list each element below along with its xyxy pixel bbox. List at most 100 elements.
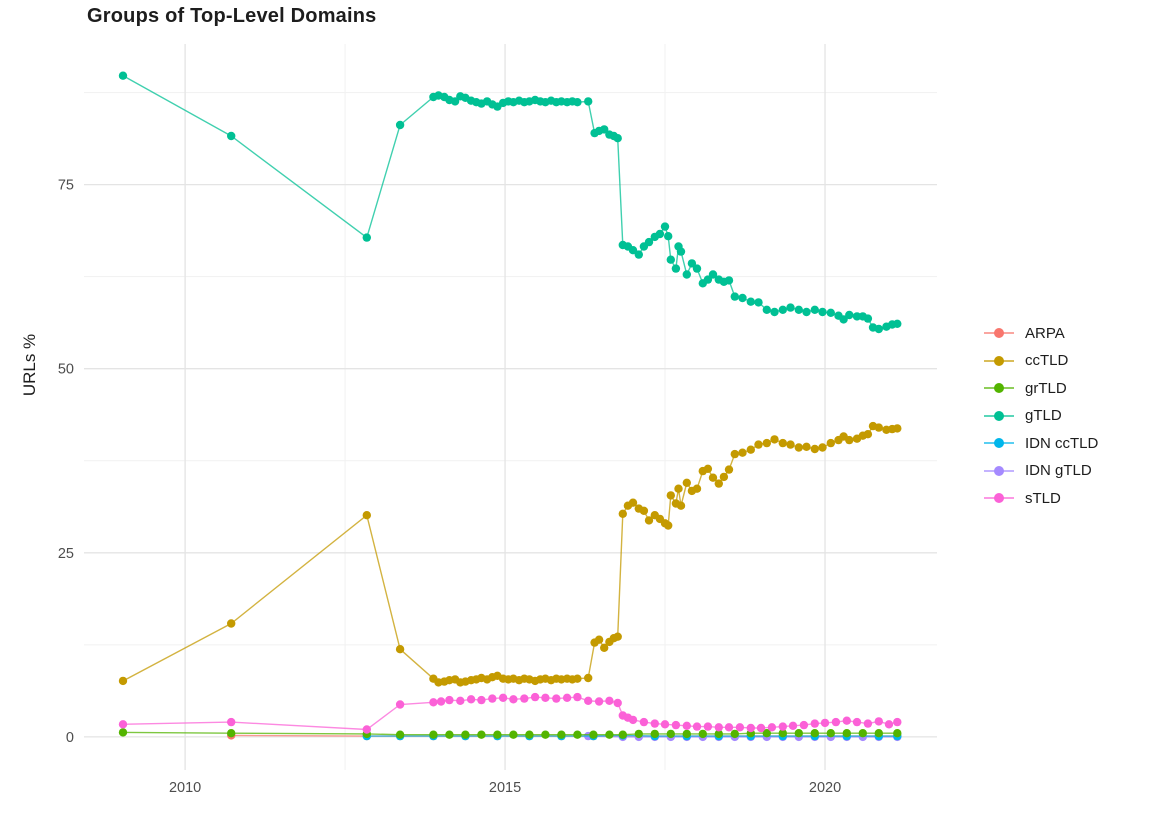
data-point bbox=[362, 725, 371, 734]
data-point bbox=[874, 729, 883, 738]
data-point bbox=[477, 730, 486, 739]
data-point bbox=[600, 125, 609, 134]
data-point bbox=[541, 730, 550, 739]
data-point bbox=[562, 693, 572, 702]
data-point bbox=[762, 305, 771, 314]
data-point bbox=[687, 259, 697, 268]
axis-tick-label: 0 bbox=[66, 730, 74, 746]
data-point bbox=[450, 97, 460, 106]
axis-tick-label: 2020 bbox=[809, 780, 841, 796]
data-point bbox=[826, 308, 835, 317]
data-point bbox=[703, 275, 713, 284]
data-point bbox=[509, 730, 518, 739]
data-point bbox=[778, 305, 787, 314]
data-point bbox=[639, 717, 649, 727]
data-point bbox=[395, 120, 405, 130]
data-point bbox=[498, 693, 508, 702]
data-point bbox=[708, 270, 718, 279]
data-point bbox=[628, 246, 638, 255]
data-point bbox=[664, 521, 673, 530]
data-point bbox=[477, 695, 486, 705]
series-grtld bbox=[118, 728, 902, 739]
data-point bbox=[786, 440, 795, 449]
data-point bbox=[762, 729, 771, 738]
data-point bbox=[650, 729, 659, 739]
data-point bbox=[488, 694, 497, 703]
data-point bbox=[594, 697, 604, 706]
data-point bbox=[118, 71, 128, 80]
data-point bbox=[552, 694, 561, 703]
data-point bbox=[445, 695, 454, 705]
data-point bbox=[644, 237, 654, 247]
data-point bbox=[429, 698, 438, 707]
data-point bbox=[589, 730, 598, 739]
data-point bbox=[714, 729, 723, 739]
data-point bbox=[530, 692, 540, 702]
data-point bbox=[584, 673, 593, 683]
legend-key-gtld-icon bbox=[984, 407, 1014, 425]
data-point bbox=[794, 305, 803, 314]
data-point bbox=[788, 721, 798, 730]
data-point bbox=[644, 516, 654, 525]
data-point bbox=[863, 430, 873, 439]
data-point bbox=[778, 438, 787, 448]
legend-key-idn-cctld-icon bbox=[984, 434, 1014, 452]
data-point bbox=[810, 719, 819, 728]
data-point bbox=[600, 643, 609, 652]
data-point bbox=[682, 478, 691, 487]
data-point bbox=[724, 276, 734, 285]
data-point bbox=[118, 720, 128, 729]
data-point bbox=[682, 270, 691, 279]
axis-tick-label: 75 bbox=[58, 178, 74, 194]
data-point bbox=[698, 729, 707, 739]
data-point bbox=[664, 232, 673, 241]
data-point bbox=[676, 247, 686, 256]
data-point bbox=[799, 720, 809, 730]
data-point bbox=[724, 723, 734, 732]
data-point bbox=[456, 696, 465, 705]
data-point bbox=[227, 131, 236, 141]
data-point bbox=[842, 729, 851, 738]
data-point bbox=[852, 717, 862, 727]
data-point bbox=[671, 264, 681, 273]
data-point bbox=[118, 676, 128, 686]
data-point bbox=[395, 730, 405, 739]
data-point bbox=[573, 98, 582, 107]
legend-label: IDN gTLD bbox=[1025, 462, 1092, 480]
legend-item-arpa: ARPA bbox=[984, 324, 1098, 343]
data-point bbox=[461, 730, 470, 739]
data-point bbox=[714, 723, 723, 732]
legend-label: gTLD bbox=[1025, 407, 1062, 425]
data-point bbox=[794, 443, 803, 452]
data-point bbox=[863, 314, 873, 323]
data-point bbox=[826, 438, 835, 448]
data-point bbox=[628, 715, 638, 725]
series-gtld bbox=[118, 71, 902, 334]
legend-key-grtld-icon bbox=[984, 379, 1014, 397]
data-point bbox=[708, 473, 718, 482]
data-point bbox=[738, 448, 747, 457]
series-cctld bbox=[118, 421, 902, 687]
data-point bbox=[810, 729, 819, 738]
legend-item-stld: sTLD bbox=[984, 489, 1098, 508]
legend-item-gtld: gTLD bbox=[984, 407, 1098, 426]
data-point bbox=[436, 697, 446, 706]
data-point bbox=[826, 729, 835, 738]
data-point bbox=[714, 479, 723, 488]
data-point bbox=[429, 730, 438, 739]
data-point bbox=[770, 435, 779, 444]
data-point bbox=[845, 435, 854, 445]
data-point bbox=[605, 730, 614, 739]
data-point bbox=[692, 264, 702, 273]
data-point bbox=[802, 442, 811, 451]
data-point bbox=[810, 305, 819, 314]
data-point bbox=[874, 717, 883, 726]
legend-key-arpa-icon bbox=[984, 324, 1014, 342]
legend-label: ccTLD bbox=[1025, 352, 1069, 370]
data-point bbox=[754, 298, 763, 307]
legend-item-grtld: grTLD bbox=[984, 379, 1098, 398]
data-point bbox=[730, 729, 739, 739]
data-point bbox=[674, 484, 683, 493]
data-point bbox=[831, 717, 841, 727]
